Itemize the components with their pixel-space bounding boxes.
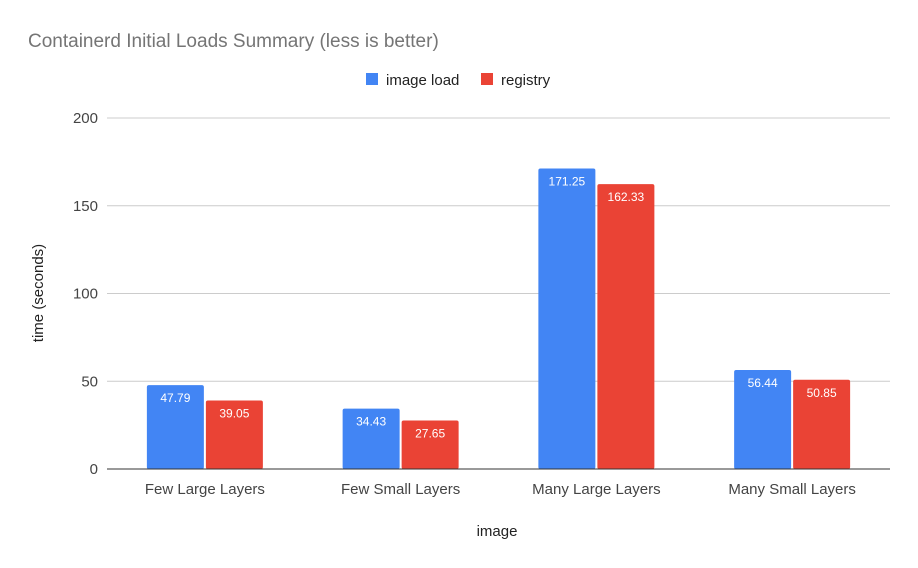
x-tick-label: Many Small Layers (728, 481, 856, 498)
y-tick-label: 200 (73, 110, 98, 127)
legend: image load registry (366, 72, 551, 89)
bar-value-label: 47.79 (160, 391, 190, 405)
bar-labels: 47.79 39.05 34.43 27.65 171.25 162.33 56.44 50.… (160, 174, 837, 440)
bar-value-label: 39.05 (219, 406, 249, 420)
bar-value-label: 27.65 (415, 426, 445, 440)
bars (146, 168, 851, 470)
bar-registry-2 (597, 184, 655, 470)
bar-value-label: 50.85 (807, 386, 837, 400)
y-tick-label: 150 (73, 198, 98, 215)
y-axis-title: time (seconds) (30, 244, 47, 342)
bar-value-label: 34.43 (356, 415, 386, 429)
y-tick-label: 100 (73, 286, 98, 303)
x-axis-title: image (477, 523, 518, 540)
bar-registry-3 (793, 379, 851, 469)
legend-swatch-registry (481, 73, 493, 85)
legend-swatch-image-load (366, 73, 378, 85)
bar-value-label: 56.44 (748, 376, 778, 390)
bar-registry-0 (205, 400, 263, 469)
bar-image-load-0 (146, 385, 204, 469)
x-tick-label: Few Small Layers (341, 481, 460, 498)
bar-registry-1 (401, 420, 459, 469)
bar-image-load-1 (342, 408, 400, 469)
y-axis-ticks: 0 50 100 150 200 (73, 110, 98, 478)
y-tick-label: 50 (81, 373, 98, 390)
chart-title: Containerd Initial Loads Summary (less i… (28, 31, 439, 52)
bar-value-label: 171.25 (549, 174, 586, 188)
gridlines (107, 117, 890, 382)
legend-label-registry: registry (501, 72, 551, 89)
y-tick-label: 0 (90, 461, 98, 478)
bar-image-load-3 (734, 369, 792, 469)
bar-value-label: 162.33 (608, 190, 645, 204)
x-tick-label: Many Large Layers (532, 481, 660, 498)
x-axis-ticks: Few Large Layers Few Small Layers Many Lar… (145, 481, 856, 498)
x-tick-label: Few Large Layers (145, 481, 265, 498)
bar-image-load-2 (538, 168, 596, 470)
legend-label-image-load: image load (386, 72, 459, 89)
